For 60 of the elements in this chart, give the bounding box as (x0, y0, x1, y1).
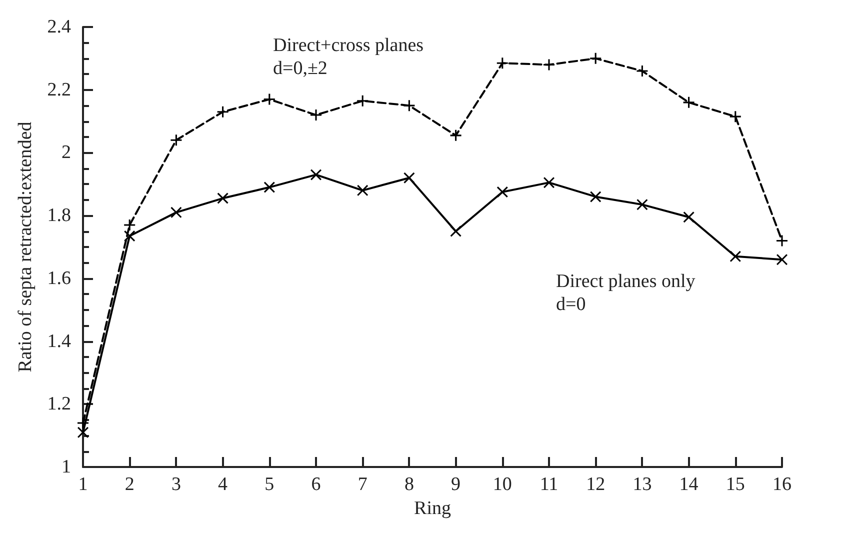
point (450, 226, 462, 237)
series-label: Direct planes only d=0 (556, 271, 696, 315)
point (124, 230, 136, 242)
y-tick-label: 2.4 (47, 16, 72, 38)
point (730, 111, 741, 122)
point (264, 182, 275, 193)
y-tick-label: 1.8 (47, 205, 71, 226)
point (217, 192, 228, 204)
point (544, 59, 554, 70)
point (450, 130, 462, 141)
point (636, 66, 648, 76)
x-tick-label: 3 (171, 474, 181, 495)
point (310, 169, 322, 180)
x-tick-label: 4 (218, 474, 228, 495)
x-tick-label: 9 (451, 474, 461, 495)
series-label: Direct+cross planes d=0,±2 (273, 35, 424, 79)
point (590, 191, 602, 202)
x-tick-label: 6 (311, 474, 321, 495)
point (170, 134, 182, 146)
point (170, 206, 182, 218)
point (310, 110, 322, 120)
point (683, 96, 694, 108)
y-tick-label: 1.2 (47, 394, 71, 415)
y-axis-title: Ratio of septa retracted:extended (15, 121, 36, 372)
point (217, 106, 228, 118)
point (404, 172, 415, 184)
point (730, 250, 741, 262)
point (496, 186, 508, 198)
point (357, 95, 368, 106)
point (124, 220, 136, 230)
x-tick-label: 13 (632, 474, 652, 495)
y-tick-label: 1 (62, 456, 71, 478)
point (357, 184, 368, 196)
point (264, 94, 275, 105)
x-tick-label: 11 (540, 474, 558, 495)
y-tick-label: 2.2 (47, 79, 71, 100)
y-tick-label: 1.4 (47, 330, 72, 352)
x-tick-label: 15 (726, 474, 745, 495)
point (590, 52, 602, 64)
y-tick-label: 2 (62, 142, 71, 164)
point (78, 418, 88, 428)
point (636, 199, 648, 210)
x-tick-label: 7 (358, 474, 368, 495)
point (78, 426, 88, 438)
point (683, 212, 694, 223)
point (404, 100, 415, 112)
point (776, 254, 788, 266)
x-tick-label: 16 (772, 474, 792, 495)
x-tick-label: 5 (264, 474, 274, 495)
y-tick-label: 1.6 (47, 268, 71, 289)
point (496, 58, 508, 69)
x-tick-label: 2 (124, 474, 134, 495)
x-tick-label: 10 (492, 474, 512, 495)
point (544, 177, 554, 188)
x-tick-label: 12 (586, 474, 606, 495)
x-tick-label: 8 (404, 474, 414, 495)
x-tick-label: 1 (78, 474, 88, 495)
x-tick-label: 14 (679, 474, 699, 495)
point (776, 235, 788, 246)
x-axis-title: Ring (414, 498, 452, 519)
